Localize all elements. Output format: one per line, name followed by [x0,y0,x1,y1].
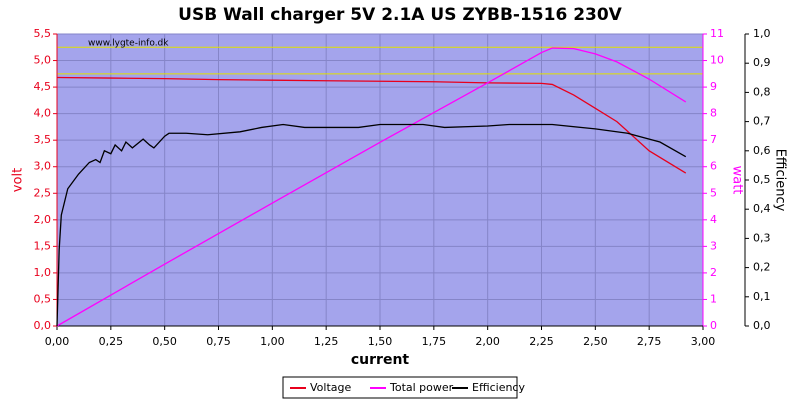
chart-title: USB Wall charger 5V 2.1A US ZYBB-1516 23… [178,5,623,25]
y2-tick-label: 2 [710,266,717,279]
legend-label: Efficiency [472,381,525,394]
legend: Voltage Total power Efficiency [282,376,525,399]
y2-tick-label: 4 [710,213,717,226]
y-tick-label: 0,5 [34,292,52,305]
y-tick-label: 3,0 [34,160,52,173]
y3-tick-label: 0,5 [753,173,771,186]
y-tick-label: 4,5 [34,80,52,93]
y3-tick-label: 0,0 [753,319,771,332]
y3-tick-label: 1,0 [753,27,771,40]
x-tick-label: 2,75 [637,335,662,348]
y2-tick-label: 6 [710,160,717,173]
y-axis-label: volt [11,168,26,192]
x-tick-label: 1,50 [368,335,393,348]
y2-tick-label: 8 [710,107,717,120]
y2-axis-label: watt [730,166,745,195]
x-tick-label: 2,50 [583,335,608,348]
y-tick-label: 1,5 [34,239,52,252]
x-tick-label: 1,75 [422,335,447,348]
y3-tick-label: 0,3 [753,231,771,244]
x-tick-label: 1,25 [314,335,339,348]
y3-tick-label: 0,8 [753,85,771,98]
y2-tick-label: 7 [710,133,717,146]
watermark: www.lygte-info.dk [88,39,169,49]
legend-box [282,376,518,399]
y2-tick-label: 10 [710,54,724,67]
y3-tick-label: 0,9 [753,56,771,69]
y-tick-label: 2,5 [34,186,52,199]
y2-tick-label: 5 [710,186,717,199]
series-line [56,76,687,174]
x-tick-label: 0,75 [206,335,231,348]
series-line [56,123,687,327]
y3-tick-label: 0,4 [753,202,771,215]
legend-label: Voltage [310,381,351,394]
x-axis-label: current [351,352,410,368]
x-tick-label: 0,25 [99,335,124,348]
legend-label: Total power [389,381,454,394]
y-tick-label: 2,0 [34,213,52,226]
x-tick-label: 2,00 [475,335,500,348]
y2-tick-label: 0 [710,319,717,332]
y2-tick-label: 3 [710,239,717,252]
y-tick-label: 4,0 [34,107,52,120]
y2-tick-label: 1 [710,292,717,305]
y3-axis-label: Efficiency [773,149,788,212]
y-tick-label: 5,5 [34,27,52,40]
y2-tick-label: 9 [710,80,717,93]
y3-tick-label: 0,1 [753,290,771,303]
y2-tick-label: 11 [710,27,724,40]
y3-tick-label: 0,7 [753,115,771,128]
y-tick-label: 3,5 [34,133,52,146]
y3-tick-label: 0,2 [753,261,771,274]
y-tick-label: 0,0 [34,319,52,332]
series-line [56,47,687,327]
x-tick-label: 0,00 [45,335,70,348]
y-tick-label: 5,0 [34,54,52,67]
y3-tick-label: 0,6 [753,144,771,157]
x-tick-label: 0,50 [152,335,177,348]
y-tick-label: 1,0 [34,266,52,279]
x-tick-label: 3,00 [691,335,716,348]
x-tick-label: 1,00 [260,335,285,348]
x-tick-label: 2,25 [529,335,554,348]
